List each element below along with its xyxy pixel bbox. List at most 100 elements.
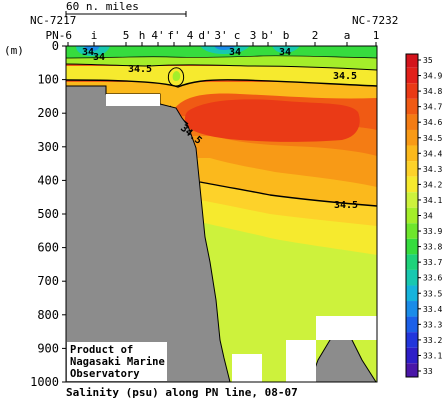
y-tick-label: 900 [37,341,59,355]
contour-label: 34 [93,52,105,63]
colorbar-swatch [406,129,418,146]
colorbar-label: 34.7 [423,103,442,112]
contour-34-5-upper [65,79,378,88]
y-tick-label: 0 [52,39,59,53]
colorbar-swatch [406,207,418,224]
colorbar-label: 33.4 [423,305,442,314]
y-tick-label: 1000 [30,375,59,389]
contour-label: 34 [229,47,241,58]
station-label: 4' [151,29,164,42]
colorbar-label: 33.1 [423,351,442,360]
station-label: i [91,29,98,42]
gap-deep-mid [286,340,316,382]
scale-bar-label: 60 n. miles [66,0,139,13]
colorbar-label: 34.5 [423,134,442,143]
colorbar-label: 33.7 [423,258,442,267]
credit-line-1: Product of [70,344,133,356]
contour-eddy [167,67,185,87]
contour-label: 34 [82,47,94,58]
y-tick-label: 300 [37,140,59,154]
colorbar-label: 33.9 [423,227,442,236]
colorbar-label: 33.6 [423,274,442,283]
contour-33-8 [65,55,378,59]
y-tick-label: 800 [37,308,59,322]
station-label: 3 [250,29,257,42]
station-label: d' [198,29,211,42]
station-id-left: NC-7217 [30,14,76,27]
colorbar-label: 33 [423,367,433,376]
gap-deep-left [232,354,262,382]
station-label: PN-6 [46,29,73,42]
colorbar-swatch [406,223,418,239]
station-id-right: NC-7232 [352,14,398,27]
contour-label: 34.5 [334,200,358,211]
colorbar-label: 34.3 [423,165,442,174]
colorbar-label: 33.5 [423,289,442,298]
colorbar-swatch [406,83,418,99]
colorbar-swatch [406,67,418,84]
contour-label: 34.5 [333,71,357,82]
y-tick-label: 500 [37,207,59,221]
colorbar-label: 33.8 [423,243,442,252]
contour-label: 34 [279,47,291,58]
gap-deep-right [316,316,377,340]
station-label: 2 [312,29,319,42]
colorbar-swatch [406,285,418,302]
surface-33-6 [76,46,300,56]
station-label: 3' [214,29,227,42]
y-tick-label: 700 [37,274,59,288]
continental-slope [65,85,231,383]
station-label: 1 [373,29,380,42]
station-label: a [344,29,351,42]
contour-label: 34.5 [128,64,152,75]
y-tick-label: 100 [37,73,59,87]
colorbar-swatch [406,98,418,115]
colorbar-swatch [406,192,418,208]
contour-lines [65,55,378,207]
station-label: c [234,29,241,42]
colorbar-label: 34.9 [423,72,442,81]
colorbar-swatch [406,161,418,177]
colorbar-swatch [406,114,418,130]
colorbar-swatch [406,332,418,348]
station-label: b' [261,29,274,42]
colorbar-label: 33.2 [423,336,442,345]
colorbar-swatch [406,54,418,68]
credit-box: Product of Nagasaki Marine Observatory [67,342,167,381]
colorbar-swatch [406,176,418,193]
gap-shelf [106,94,160,106]
eddy-34-2 [172,71,181,81]
colorbar-label: 34.2 [423,180,442,189]
colorbar-swatch [406,347,418,364]
station-label: f' [167,29,180,42]
core-34-8 [184,99,360,142]
y-tick-label: 400 [37,173,59,187]
y-axis: 0 100 200 300 400 500 600 700 800 900 1000 [30,39,66,389]
colorbar-swatch [406,254,418,270]
credit-line-2: Nagasaki Marine [70,356,165,368]
colorbar-label: 34.4 [423,149,442,158]
station-label: h [139,29,146,42]
y-tick-label: 200 [37,106,59,120]
scale-bar: 60 n. miles [65,0,187,17]
colorbar-label: 35 [423,56,433,65]
contour-34-0 [65,63,378,71]
station-label: b [283,29,290,42]
y-tick-label: 600 [37,241,59,255]
chart-title: Salinity (psu) along PN line, 08-07 [66,386,298,399]
station-labels: PN-6 i 5 h 4' f' 4 d' 3' c 3 b' b 2 a 1 [46,29,380,46]
colorbar-swatch [406,145,418,162]
colorbar-label: 34.6 [423,118,442,127]
colorbar: 35 34.9 34.8 34.7 34.6 34.5 34.4 34.3 34.2 34.1 34… [405,53,442,378]
bathymetry [65,85,377,383]
colorbar-swatch [406,301,418,317]
colorbar-swatch [406,363,418,377]
colorbar-swatch [406,238,418,255]
colorbar-label: 33.3 [423,320,442,329]
colorbar-label: 34.8 [423,87,442,96]
y-axis-unit-label: (m) [4,44,24,57]
colorbar-label: 34 [423,212,433,221]
data-gaps [106,94,377,382]
credit-background [67,342,167,381]
